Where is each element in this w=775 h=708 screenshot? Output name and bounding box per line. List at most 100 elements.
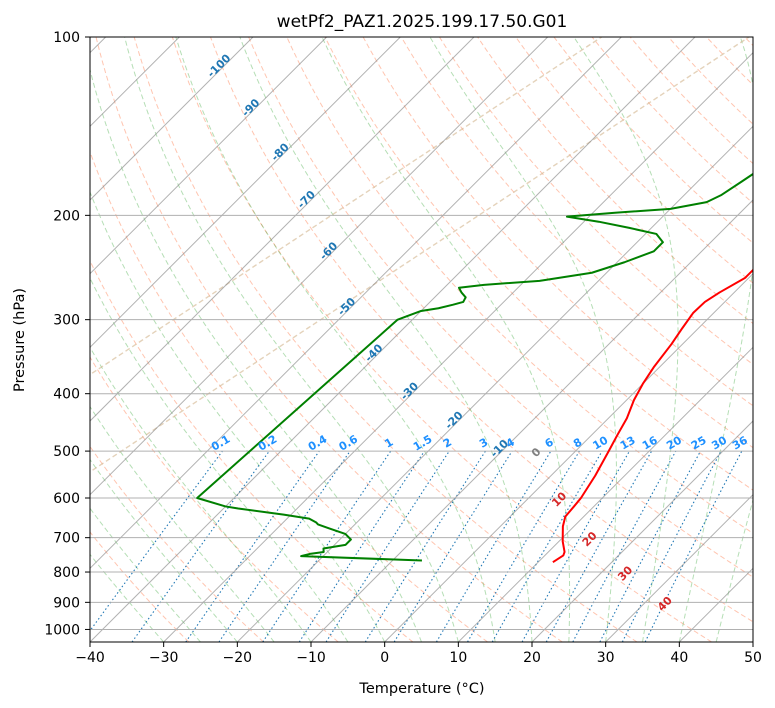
moist-adiabat-line: [752, 640, 753, 642]
chart-title: wetPf2_PAZ1.2025.199.17.50.G01: [277, 12, 568, 32]
y-tick-label: 900: [53, 595, 80, 611]
dry-adiabat-line: [90, 445, 264, 642]
y-axis: 100 200 300 400 500 600 700 800 900 1000: [44, 30, 90, 638]
isotherm-line: [310, 199, 753, 642]
y-tick-label: 700: [53, 531, 80, 547]
moist-adiabat-line: [429, 37, 617, 642]
dry-adiabat-label: -70: [295, 188, 318, 211]
isotherm-line: [90, 37, 254, 201]
y-tick-label: 200: [53, 208, 80, 224]
dry-adiabat-label: -90: [239, 96, 262, 119]
x-tick-label: −30: [149, 650, 179, 666]
dry-adiabat-line: [90, 531, 190, 642]
y-tick-label: 800: [53, 565, 80, 581]
x-axis: −40 −30 −20 −10 0 10 20 30 40 50: [75, 642, 762, 666]
dewpoint-profile-line: [196, 172, 753, 562]
mixing-ratio-label: 10: [591, 433, 611, 452]
moist-adiabat-line: [90, 277, 349, 642]
isotherm-line: [90, 37, 696, 642]
isotherm-line: [457, 346, 753, 642]
dry-adiabat-label: -20: [442, 409, 465, 432]
mixing-ratio-label: 13: [618, 434, 638, 453]
dry-adiabat-label: -50: [335, 295, 358, 318]
moist-adiabat-line: [124, 37, 459, 642]
mixing-ratio-line: [298, 450, 425, 642]
dry-adiabat-line: [400, 37, 753, 407]
isotherm-line: [163, 51, 753, 642]
mixing-ratio-line: [262, 450, 392, 642]
temperature-profile-line: [552, 268, 753, 564]
moist-adiabat-label: 40: [655, 594, 675, 614]
moist-adiabat-line: [90, 458, 238, 642]
x-tick-label: −40: [75, 650, 105, 666]
plot-frame: [89, 36, 754, 643]
y-tick-label: 600: [53, 491, 80, 507]
dry-adiabat-label: -80: [269, 140, 292, 163]
mixing-ratio-label: 30: [709, 433, 729, 452]
y-tick-label: 500: [53, 444, 80, 460]
x-tick-label: 40: [670, 650, 688, 666]
dry-adiabat-label: -40: [362, 341, 385, 364]
isotherm-line: [90, 37, 549, 496]
mixing-ratio-label: 1.5: [411, 433, 434, 454]
grid-lines: [90, 37, 753, 642]
moist-adiabat-line: [321, 37, 571, 642]
mixing-ratio-label: 36: [730, 433, 750, 452]
isotherm-line: [531, 420, 753, 642]
moist-adiabat-line: [715, 498, 753, 642]
dry-adiabat-label: -60: [317, 239, 340, 262]
mixing-ratio-label: 0.1: [209, 433, 232, 454]
moist-adiabat-line: [90, 507, 201, 642]
dry-adiabat-line: [210, 37, 753, 623]
x-tick-label: 10: [449, 650, 467, 666]
isotherm-line: [605, 493, 753, 642]
isotherm-line: [90, 37, 475, 422]
moist-adiabat-line: [239, 37, 533, 642]
dry-adiabat-line: [133, 37, 638, 642]
mixing-ratio-line: [393, 450, 513, 642]
moist-adiabat-label: 20: [580, 529, 600, 549]
moist-adiabat-label: 30: [615, 563, 635, 583]
isotherm-line: [236, 125, 753, 642]
isotherm-line: [90, 37, 622, 570]
moist-adiabat-line: [90, 67, 422, 642]
mixing-ratio-label: 0.2: [256, 433, 279, 454]
x-tick-label: 20: [523, 650, 541, 666]
dry-adiabat-line: [90, 150, 488, 642]
mixing-ratio-label: 20: [664, 433, 684, 452]
mixing-ratio-label: 25: [689, 434, 709, 453]
isotherm-line: [384, 272, 753, 642]
mixing-ratio-line: [435, 450, 552, 642]
background-lines: [90, 37, 753, 642]
dry-adiabat-line: [324, 37, 753, 491]
dry-adiabat-line: [90, 356, 339, 642]
y-tick-label: 400: [53, 387, 80, 403]
mixing-ratio-label: 16: [640, 433, 660, 452]
iso-labels: 0.1 0.2 0.4 0.6 1 1.5 2 3 4 6 8 10 13 16 20 25 30 36-100-…: [205, 51, 750, 613]
mixing-ratio-line: [599, 450, 702, 642]
dry-adiabat-line: [515, 37, 753, 284]
x-axis-title: Temperature (°C): [358, 681, 484, 697]
moist-adiabat-line: [90, 190, 386, 642]
dry-adiabat-line: [171, 37, 712, 642]
dry-adiabat-line: [668, 37, 753, 125]
isotherm-line: [90, 37, 401, 349]
dry-adiabat-line: [706, 37, 753, 86]
mixing-ratio-line: [572, 450, 677, 642]
mixing-ratio-label: 1: [382, 436, 395, 451]
dry-adiabat-line: [248, 37, 753, 578]
moist-adiabat-line: [678, 37, 753, 642]
isotherm-line: [90, 37, 328, 275]
mixing-ratio-label: 0.4: [306, 432, 330, 453]
dry-adiabat-line: [95, 37, 563, 642]
y-tick-label: 1000: [44, 622, 80, 638]
x-tick-label: −10: [296, 650, 326, 666]
moist-adiabat-line: [90, 405, 275, 642]
mixing-ratio-line: [621, 450, 722, 642]
mixing-ratio-label: 0.6: [337, 432, 361, 453]
mixing-ratio-line: [521, 450, 630, 642]
x-tick-label: −20: [223, 650, 253, 666]
x-tick-label: 30: [597, 650, 615, 666]
x-tick-label: 0: [380, 650, 389, 666]
mixing-ratio-line: [218, 450, 351, 642]
